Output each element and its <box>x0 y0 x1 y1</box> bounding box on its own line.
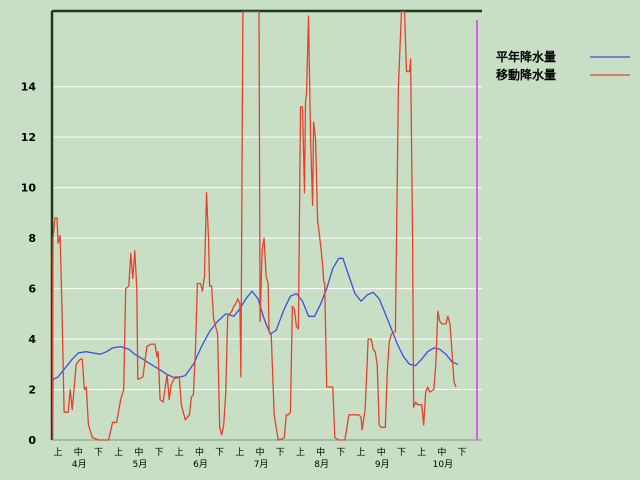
x-dekad-label: 下 <box>458 448 467 458</box>
y-tick-label: 4 <box>28 333 36 346</box>
y-tick-label: 12 <box>21 131 36 144</box>
y-tick-label: 10 <box>21 182 37 195</box>
x-month-label: 6月 <box>193 459 208 470</box>
x-dekad-label: 中 <box>195 446 204 458</box>
x-dekad-label: 上 <box>357 447 366 458</box>
x-dekad-label: 中 <box>256 446 265 458</box>
x-month-label: 8月 <box>314 459 329 470</box>
x-month-label: 10月 <box>433 459 453 470</box>
series-line-0 <box>52 257 459 441</box>
y-tick-label: 14 <box>21 81 37 94</box>
axes <box>50 9 482 441</box>
y-tick-labels: 0 2 4 6 8 10 12 14 <box>21 81 37 447</box>
x-dekad-label: 中 <box>437 446 446 458</box>
x-dekad-label: 中 <box>134 446 143 458</box>
x-dekad-label: 上 <box>417 447 426 458</box>
y-tick-label: 8 <box>28 232 36 245</box>
x-dekad-label: 中 <box>74 446 83 458</box>
x-axis-labels: 上中下上中下上中下上中下上中下上中下上中下4月 5月 6月 7月 8月 9月 10月 <box>54 446 467 470</box>
x-dekad-label: 上 <box>54 447 63 458</box>
x-month-label: 9月 <box>375 459 390 470</box>
x-dekad-label: 上 <box>114 447 123 458</box>
x-dekad-label: 中 <box>316 446 325 458</box>
series-line-1 <box>52 11 457 441</box>
x-dekad-label: 下 <box>215 448 224 458</box>
x-dekad-label: 上 <box>235 447 244 458</box>
x-dekad-label: 下 <box>155 448 164 458</box>
y-tick-label: 2 <box>28 384 36 397</box>
legend-label: 平年降水量 <box>496 49 556 64</box>
x-dekad-label: 下 <box>397 448 406 458</box>
y-tick-label: 6 <box>28 283 36 296</box>
x-dekad-label: 下 <box>276 448 285 458</box>
legend-label: 移動降水量 <box>496 67 556 82</box>
x-month-label: 7月 <box>254 459 269 470</box>
gridlines <box>52 86 482 391</box>
x-dekad-label: 上 <box>296 447 305 458</box>
x-month-label: 5月 <box>133 459 148 470</box>
x-dekad-label: 下 <box>94 448 103 458</box>
series-lines <box>52 11 459 441</box>
y-tick-label: 0 <box>28 434 36 447</box>
x-dekad-label: 上 <box>175 447 184 458</box>
x-dekad-label: 中 <box>377 446 386 458</box>
x-month-label: 4月 <box>72 459 87 470</box>
x-dekad-label: 下 <box>336 448 345 458</box>
